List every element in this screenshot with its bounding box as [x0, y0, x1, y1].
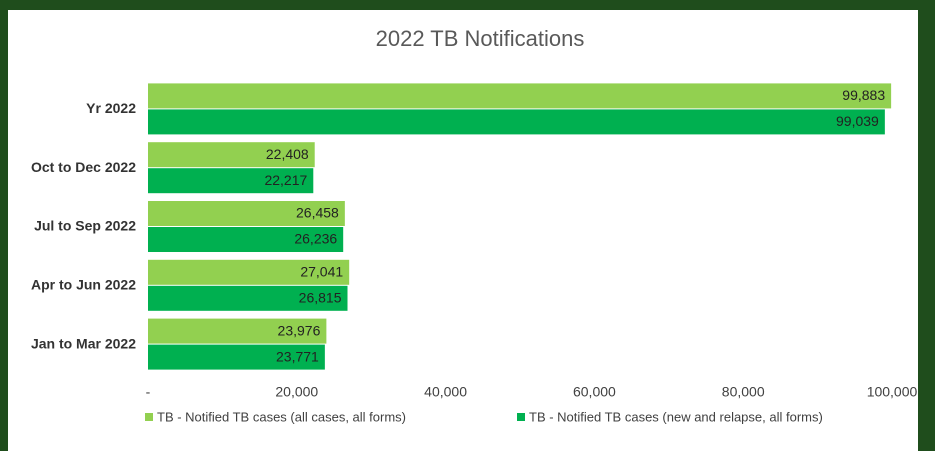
- data-label: 22,217: [264, 172, 307, 188]
- x-tick-label: 20,000: [275, 384, 318, 400]
- x-tick-label: 40,000: [424, 384, 467, 400]
- data-label: 22,408: [266, 146, 309, 162]
- data-label: 23,976: [278, 322, 321, 338]
- bar: [148, 344, 325, 370]
- x-tick-label: 80,000: [722, 384, 765, 400]
- legend-swatch: [517, 413, 525, 421]
- x-tick-label: 60,000: [573, 384, 616, 400]
- y-tick-label: Jan to Mar 2022: [31, 335, 136, 351]
- bar: [148, 259, 350, 285]
- legend-label: TB - Notified TB cases (new and relapse,…: [529, 409, 823, 424]
- x-tick-label: 100,000: [867, 384, 918, 400]
- data-label: 26,236: [294, 231, 337, 247]
- legend-swatch: [145, 413, 153, 421]
- y-tick-label: Oct to Dec 2022: [31, 159, 136, 175]
- data-label: 27,041: [300, 264, 343, 280]
- y-tick-label: Apr to Jun 2022: [31, 277, 136, 293]
- y-tick-label: Jul to Sep 2022: [34, 218, 136, 234]
- data-label: 26,815: [299, 290, 342, 306]
- legend-label: TB - Notified TB cases (all cases, all f…: [157, 409, 406, 424]
- bar: [148, 201, 345, 226]
- bar: [148, 142, 315, 168]
- y-tick-label: Yr 2022: [86, 100, 136, 116]
- data-label: 23,771: [276, 348, 319, 364]
- bar: [148, 83, 892, 109]
- bar: [148, 227, 344, 252]
- bar: [148, 109, 885, 135]
- x-tick-label: -: [146, 384, 151, 400]
- bar: [148, 285, 348, 311]
- data-label: 99,039: [836, 113, 879, 129]
- bar: [148, 168, 314, 194]
- chart-title: 2022 TB Notifications: [376, 26, 585, 51]
- data-label: 26,458: [296, 205, 339, 221]
- data-label: 99,883: [842, 87, 885, 103]
- bar: [148, 318, 327, 344]
